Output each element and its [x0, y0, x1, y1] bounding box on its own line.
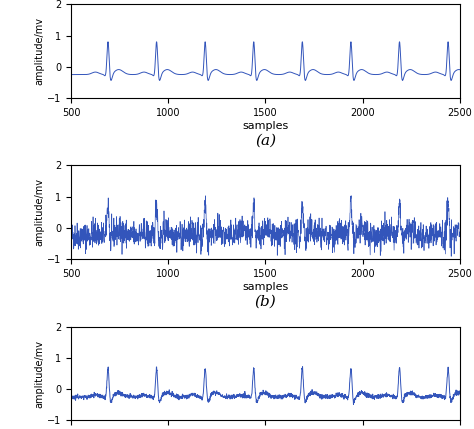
Y-axis label: amplitude/mv: amplitude/mv	[34, 340, 45, 408]
Y-axis label: amplitude/mv: amplitude/mv	[34, 178, 45, 246]
Text: (a): (a)	[255, 133, 276, 148]
Text: (b): (b)	[255, 295, 276, 309]
X-axis label: samples: samples	[242, 282, 289, 292]
Y-axis label: amplitude/mv: amplitude/mv	[34, 17, 45, 85]
X-axis label: samples: samples	[242, 121, 289, 130]
